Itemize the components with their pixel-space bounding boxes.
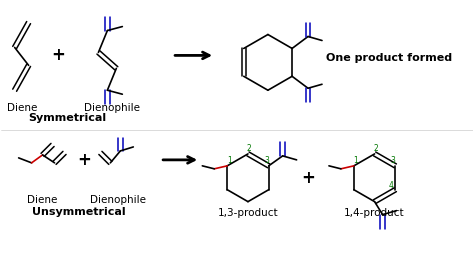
Text: +: + <box>78 151 91 169</box>
Text: +: + <box>52 47 65 64</box>
Text: +: + <box>301 169 315 187</box>
Text: 1,4-product: 1,4-product <box>344 208 405 218</box>
Text: 1: 1 <box>354 156 358 165</box>
Text: 3: 3 <box>264 156 269 165</box>
Text: 2: 2 <box>373 144 378 153</box>
Text: 1: 1 <box>227 156 232 165</box>
Text: 3: 3 <box>391 156 396 165</box>
Text: Symmetrical: Symmetrical <box>28 113 107 123</box>
Text: Diene: Diene <box>8 103 38 113</box>
Text: 1,3-product: 1,3-product <box>218 208 278 218</box>
Text: Dienophile: Dienophile <box>91 195 146 205</box>
Text: One product formed: One product formed <box>327 53 453 63</box>
Text: 2: 2 <box>246 144 251 153</box>
Text: Diene: Diene <box>27 195 58 205</box>
Text: 4: 4 <box>389 181 394 190</box>
Text: Unsymmetrical: Unsymmetrical <box>32 207 125 217</box>
Text: Dienophile: Dienophile <box>84 103 140 113</box>
